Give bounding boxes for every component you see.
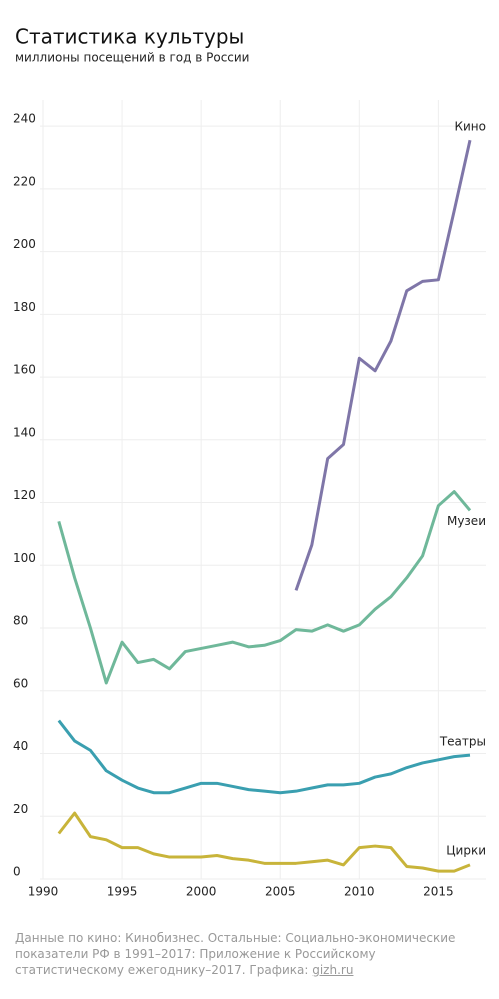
series-label: Музеи bbox=[447, 514, 486, 528]
x-tick-label: 2000 bbox=[186, 885, 217, 899]
y-tick-label: 20 bbox=[13, 802, 28, 816]
series-label: Театры bbox=[439, 735, 486, 749]
x-tick-label: 2005 bbox=[265, 885, 296, 899]
note-text: Данные по кино: Кинобизнес. Остальные: С… bbox=[15, 931, 456, 977]
note-link[interactable]: gizh.ru bbox=[312, 963, 354, 977]
y-tick-label: 120 bbox=[13, 488, 36, 502]
x-tick-label: 2015 bbox=[423, 885, 454, 899]
series-label: Цирки bbox=[446, 843, 486, 857]
chart-subtitle: миллионы посещений в год в России bbox=[15, 51, 249, 65]
y-tick-label: 40 bbox=[13, 739, 28, 753]
y-tick-label: 160 bbox=[13, 363, 36, 377]
series-label: Кино bbox=[454, 120, 486, 134]
chart: Статистика культуры миллионы посещений в… bbox=[13, 25, 486, 899]
series-line bbox=[57, 719, 471, 795]
series-line bbox=[57, 811, 471, 873]
x-tick-label: 2010 bbox=[344, 885, 375, 899]
y-tick-label: 60 bbox=[13, 676, 28, 690]
y-tick-label: 140 bbox=[13, 425, 36, 439]
footnote: Данные по кино: Кинобизнес. Остальные: С… bbox=[15, 930, 485, 978]
series-line bbox=[294, 139, 472, 591]
y-tick-label: 180 bbox=[13, 300, 36, 314]
y-tick-label: 100 bbox=[13, 551, 36, 565]
x-tick-label: 1995 bbox=[107, 885, 138, 899]
x-tick-label: 1990 bbox=[28, 885, 59, 899]
chart-title: Статистика культуры bbox=[15, 25, 244, 49]
y-tick-label: 220 bbox=[13, 174, 36, 188]
series-line bbox=[57, 490, 472, 685]
y-tick-label: 0 bbox=[13, 865, 21, 879]
y-tick-label: 200 bbox=[13, 237, 36, 251]
y-tick-label: 240 bbox=[13, 112, 36, 126]
y-tick-label: 80 bbox=[13, 614, 28, 628]
